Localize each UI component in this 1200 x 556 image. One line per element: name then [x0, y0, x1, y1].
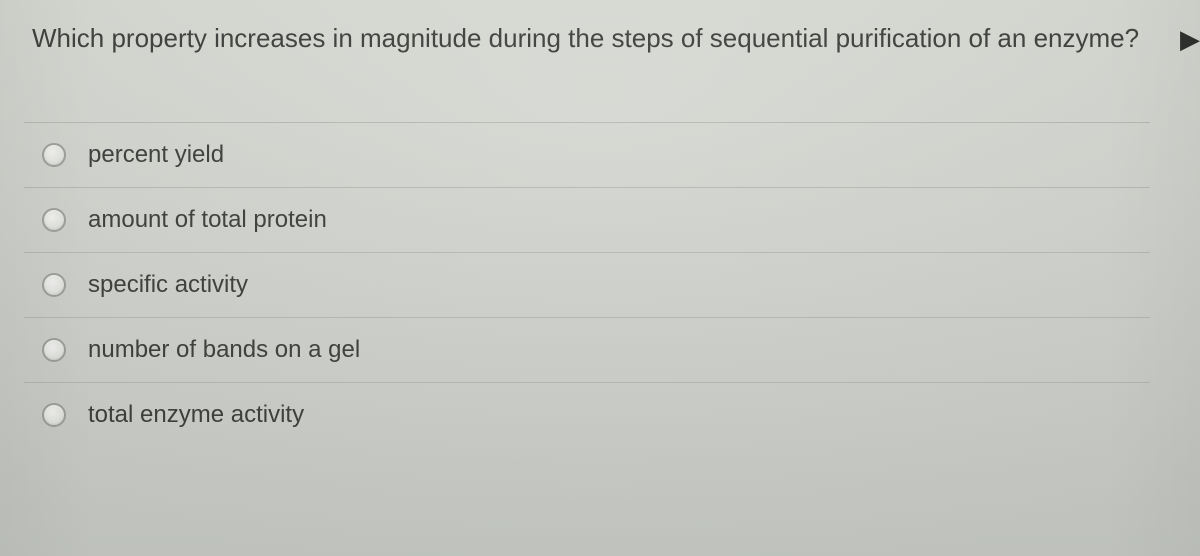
radio-icon[interactable] [42, 273, 66, 297]
option-row[interactable]: amount of total protein [24, 188, 1150, 253]
option-row[interactable]: specific activity [24, 253, 1150, 318]
radio-icon[interactable] [42, 338, 66, 362]
option-row[interactable]: number of bands on a gel [24, 318, 1150, 383]
option-label: total enzyme activity [88, 401, 304, 429]
option-label: specific activity [88, 271, 248, 299]
option-label: amount of total protein [88, 206, 327, 234]
option-label: percent yield [88, 141, 224, 169]
radio-icon[interactable] [42, 143, 66, 167]
option-row[interactable]: percent yield [24, 123, 1150, 188]
option-label: number of bands on a gel [88, 336, 360, 364]
next-arrow-icon[interactable]: ▶ [1180, 24, 1200, 55]
radio-icon[interactable] [42, 403, 66, 427]
question-card: Which property increases in magnitude du… [24, 0, 1150, 453]
question-prompt: Which property increases in magnitude du… [24, 0, 1150, 88]
options-list: percent yield amount of total protein sp… [24, 122, 1150, 453]
option-row[interactable]: total enzyme activity [24, 383, 1150, 453]
radio-icon[interactable] [42, 208, 66, 232]
quiz-screen: Which property increases in magnitude du… [0, 0, 1200, 556]
